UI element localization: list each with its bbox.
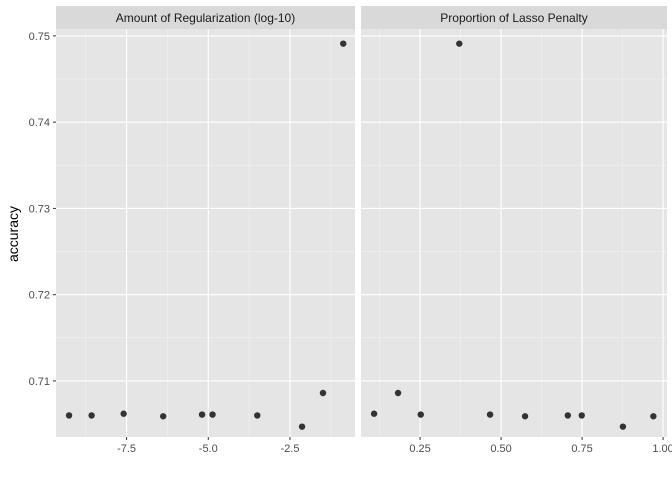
data-point [209, 411, 216, 418]
y-tick-label: 0.72 [29, 290, 50, 302]
data-point [340, 40, 347, 47]
y-tick-label: 0.73 [29, 203, 50, 215]
y-tick-label: 0.71 [29, 376, 50, 388]
data-point [65, 412, 73, 419]
x-tick-label: 0.25 [409, 443, 430, 455]
data-point [370, 410, 378, 417]
data-point [88, 412, 95, 419]
x-tick-label: -5.0 [199, 443, 218, 455]
y-tick-label: 0.75 [29, 31, 50, 43]
data-point [564, 412, 572, 419]
x-tick-label: -7.5 [117, 443, 136, 455]
data-point [456, 40, 463, 47]
data-point [619, 423, 627, 430]
x-tick-label: 0.50 [490, 443, 511, 455]
data-point [521, 413, 529, 420]
data-point [394, 389, 402, 397]
x-tick-label: 1.00 [652, 443, 672, 455]
facet-strip [361, 6, 667, 29]
data-point [578, 412, 585, 419]
data-point [298, 423, 306, 430]
data-point [319, 389, 327, 397]
facet-strip [56, 6, 355, 29]
facet-strip-title: Amount of Regularization (log-10) [116, 11, 295, 25]
data-point [120, 410, 127, 417]
data-point [254, 412, 261, 419]
data-point [650, 413, 657, 420]
data-point [159, 413, 167, 420]
data-point [417, 411, 424, 418]
x-tick-label: 0.75 [571, 443, 592, 455]
panel-background [361, 29, 667, 437]
data-point [198, 411, 206, 418]
facet-strip-title: Proportion of Lasso Penalty [440, 11, 587, 25]
panel-background [56, 29, 355, 437]
data-point [486, 411, 494, 418]
x-tick-label: -2.5 [280, 443, 299, 455]
y-tick-label: 0.74 [29, 117, 50, 129]
y-axis-title: accuracy [5, 206, 21, 262]
